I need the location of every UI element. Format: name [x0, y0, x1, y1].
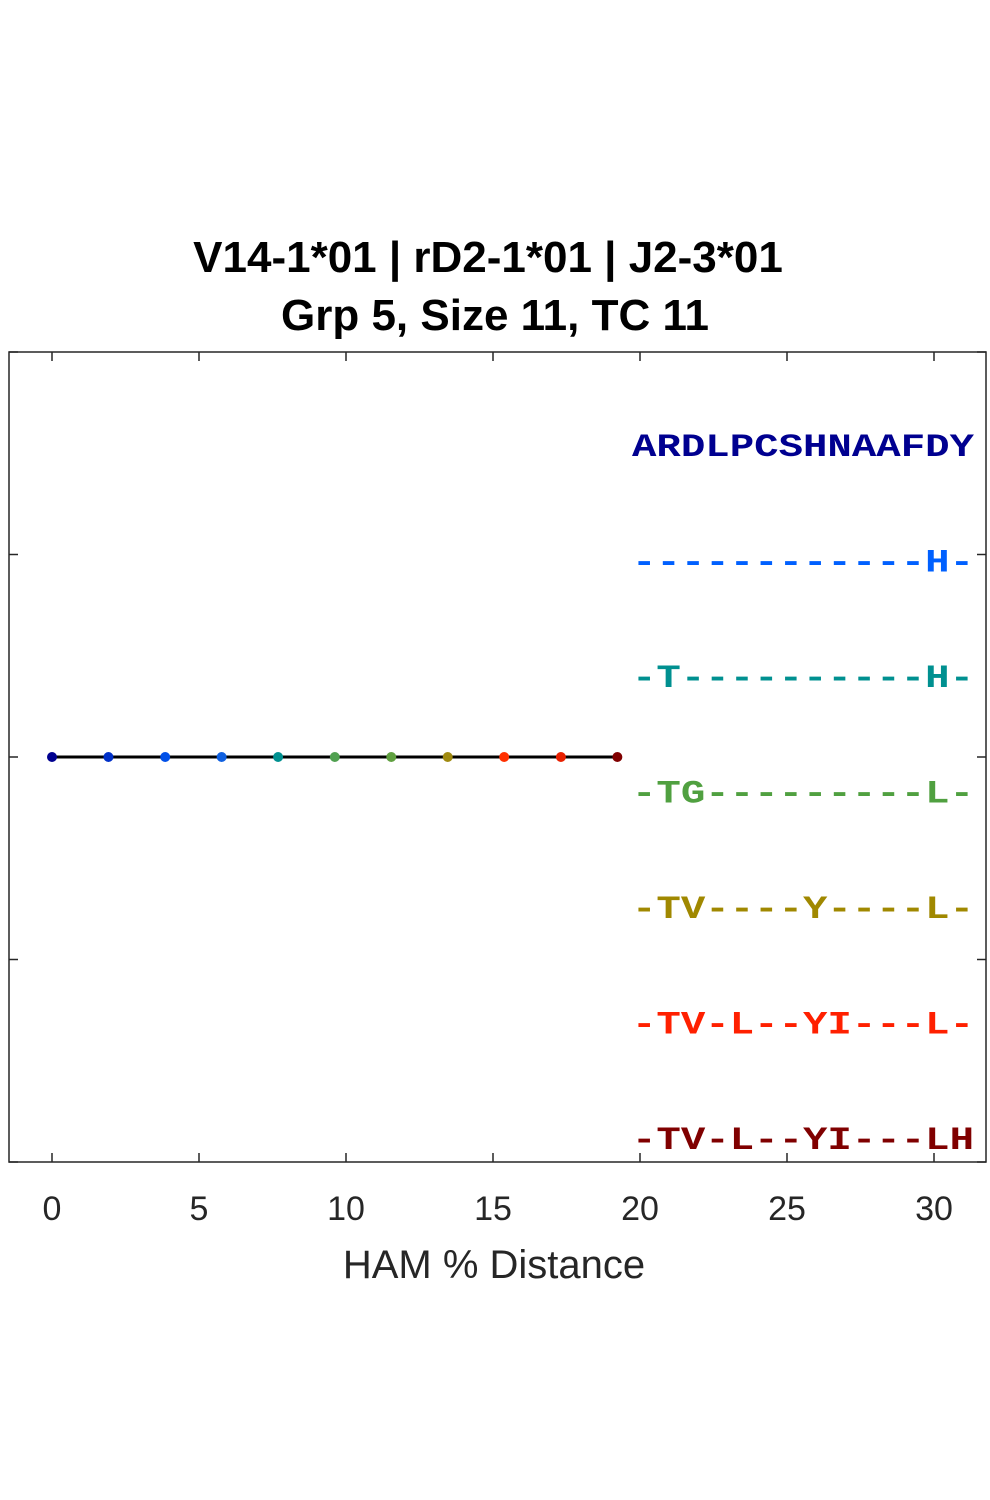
lineage-point-8: [499, 752, 510, 762]
lineage-point-4: [273, 752, 284, 762]
sequence-label-3: -TG---------L-: [632, 776, 974, 813]
chart-title-line-2: Grp 5, Size 11, TC 11: [281, 291, 709, 340]
lineage-point-9: [555, 752, 566, 762]
sequence-label-5: -TV-L--YI---L-: [632, 1007, 974, 1044]
x-tick-label: 15: [474, 1190, 512, 1228]
x-tick-label: 20: [621, 1190, 659, 1228]
sequence-label-2: -T----------H-: [632, 660, 974, 697]
sequence-labels: ARDLPCSHNAAFDY ------------H- -T----------…: [632, 429, 975, 1159]
lineage-point-5: [329, 752, 340, 762]
lineage-point-1: [103, 752, 114, 762]
sequence-label-4: -TV----Y----L-: [632, 891, 974, 928]
lineage-point-3: [216, 752, 227, 762]
lineage-point-0: [47, 752, 57, 762]
y-axis-ticks: [9, 351, 986, 1163]
x-tick-label: 0: [43, 1190, 62, 1228]
chart-title-line-1: V14-1*01 | rD2-1*01 | J2-3*01: [193, 233, 783, 283]
sequence-label-1: ------------H-: [632, 545, 974, 582]
x-axis-ticks: 0 5 10 15 20 25 30: [43, 352, 953, 1228]
x-tick-label: 10: [327, 1190, 365, 1228]
x-tick-label: 30: [915, 1190, 953, 1228]
x-axis-label: HAM % Distance: [343, 1243, 645, 1287]
lineage-point-7: [442, 752, 453, 762]
lineage-point-6: [386, 752, 397, 762]
lineage-plot: [47, 752, 623, 762]
lineage-point-2: [160, 752, 171, 762]
sequence-label-6: -TV-L--YI---LH: [632, 1122, 974, 1159]
sequence-label-0: ARDLPCSHNAAFDY: [632, 429, 975, 466]
x-tick-label: 25: [768, 1190, 806, 1228]
lineage-point-10: [612, 752, 623, 762]
x-tick-label: 5: [190, 1190, 209, 1228]
